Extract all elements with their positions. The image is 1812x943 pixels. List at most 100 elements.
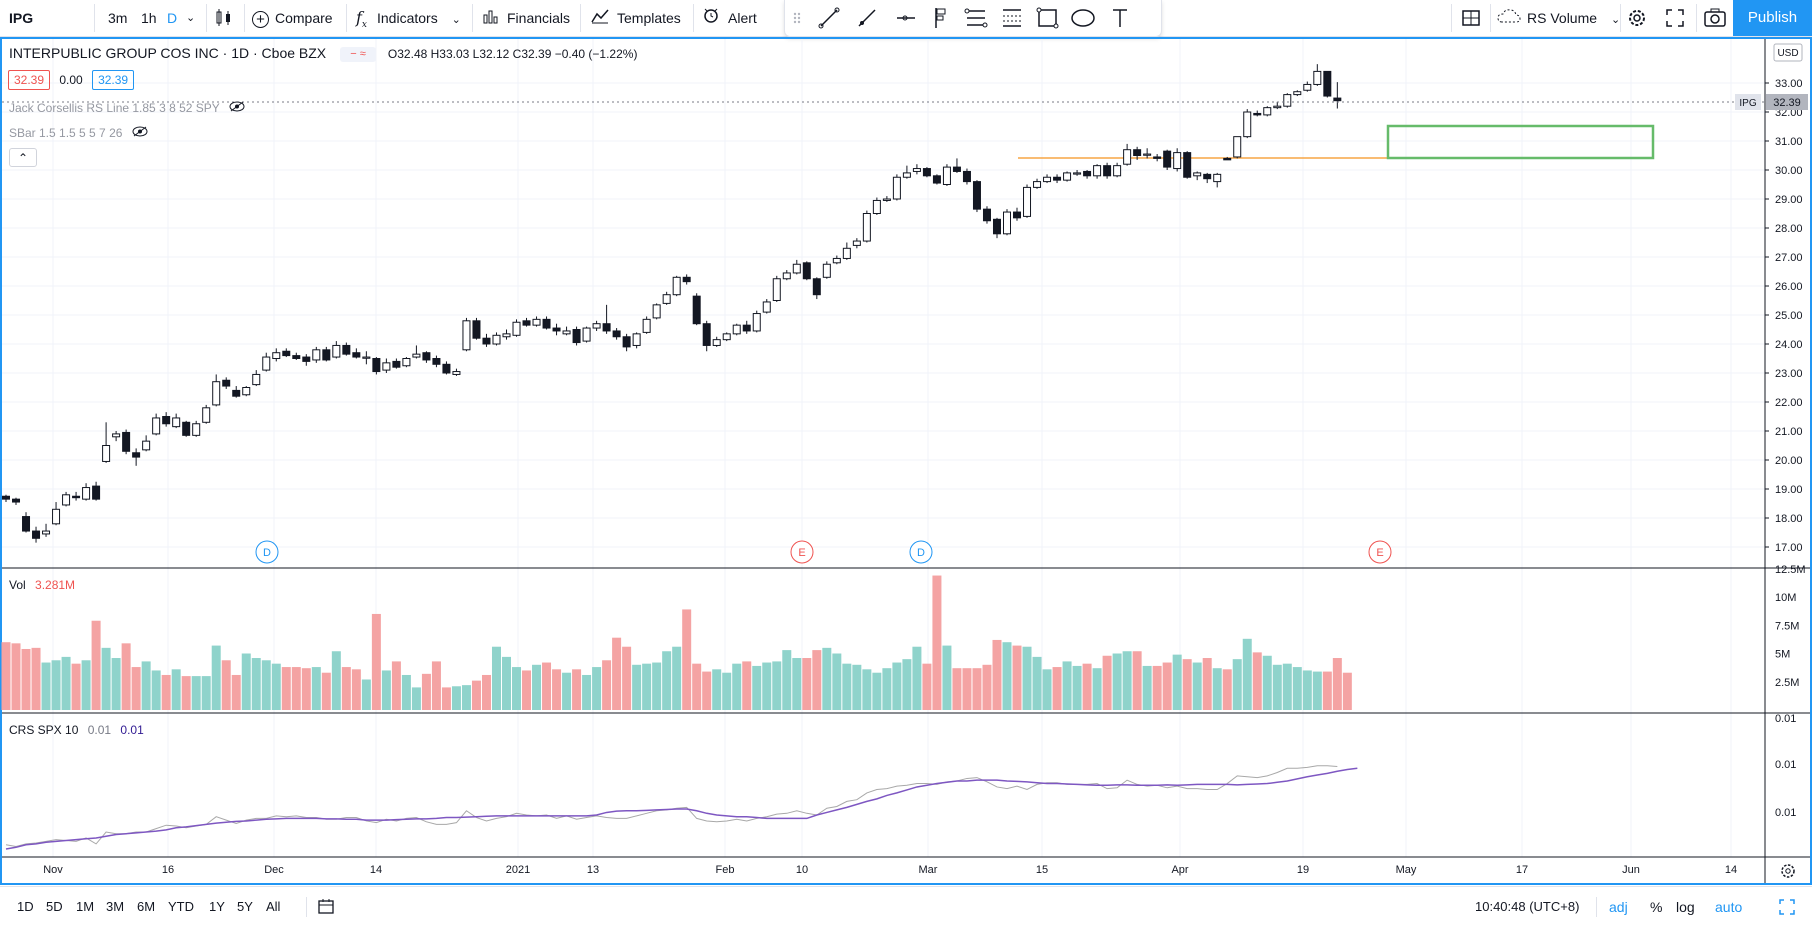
hidden-eye-icon[interactable] <box>229 101 245 115</box>
fullscreen-corner-icon[interactable] <box>1779 887 1795 927</box>
time-axis[interactable]: Nov 16 Dec 14 2021 13 Feb 10 Mar 15 Apr 19 May 17 Jun 1… <box>43 864 1737 876</box>
volume-bar <box>401 674 411 710</box>
templates-button[interactable]: Templates <box>591 0 681 36</box>
candle-body <box>102 445 111 462</box>
bid-price[interactable]: 32.39 <box>8 70 51 90</box>
indicators-button[interactable]: fx Indicators ⌄ <box>356 0 461 36</box>
log-scale-toggle[interactable]: log <box>1676 899 1695 915</box>
earnings-event-marker[interactable]: E <box>790 540 814 564</box>
flag-mark-icon[interactable] <box>935 8 946 28</box>
candle-body <box>132 452 141 458</box>
volume-bar <box>722 672 732 710</box>
volume-bar <box>1192 662 1202 710</box>
target-box[interactable] <box>1386 124 1655 160</box>
interval-3m[interactable]: 3m <box>108 10 128 26</box>
auto-scale-toggle[interactable]: auto <box>1715 899 1743 915</box>
interval-1h[interactable]: 1h <box>141 10 157 26</box>
symbol-search[interactable]: IPG <box>9 10 34 26</box>
drag-handle-icon[interactable] <box>793 12 801 24</box>
event-label: E <box>1376 547 1383 559</box>
trend-line-icon[interactable] <box>818 7 840 29</box>
separator <box>94 4 95 32</box>
symbol-legend[interactable]: INTERPUBLIC GROUP COS INC · 1D · Cboe BZ… <box>9 45 637 62</box>
settings-gear-icon[interactable] <box>1626 0 1648 36</box>
crs-legend[interactable]: CRS SPX 10 0.01 0.01 <box>9 723 144 737</box>
candle-body <box>1223 157 1232 161</box>
alert-button[interactable]: Alert <box>702 0 757 36</box>
price-tick-label: 28.00 <box>1775 223 1803 235</box>
price-tick-label: 24.00 <box>1775 339 1803 351</box>
ray-icon[interactable] <box>858 9 876 27</box>
range-3m[interactable]: 3M <box>106 899 125 914</box>
hidden-eye-icon[interactable] <box>132 126 148 140</box>
earnings-event-marker[interactable]: E <box>1368 540 1392 564</box>
percent-scale-toggle[interactable]: % <box>1650 899 1663 915</box>
volume-bar <box>1002 642 1012 710</box>
go-to-date-icon[interactable] <box>318 887 334 927</box>
currency-badge[interactable]: USD <box>1773 43 1803 62</box>
price-axis[interactable]: 33.0032.0031.0030.0029.0028.0027.0026.00… <box>1765 78 1803 554</box>
candle-body <box>142 440 151 451</box>
candle-body <box>912 168 921 172</box>
fullscreen-icon[interactable] <box>1665 0 1685 36</box>
candle-body <box>662 294 671 304</box>
volume-bar <box>251 658 261 710</box>
crs-axis[interactable]: 0.01 0.01 0.01 <box>1775 713 1796 819</box>
range-ytd[interactable]: YTD <box>168 899 194 914</box>
dividend-event-marker[interactable]: D <box>255 540 279 564</box>
symbol-title: INTERPUBLIC GROUP COS INC · 1D · Cboe BZ… <box>9 45 327 61</box>
range-1d[interactable]: 1D <box>17 899 34 914</box>
range-all[interactable]: All <box>266 899 281 914</box>
price-tick-label: 33.00 <box>1775 78 1803 90</box>
horizontal-ray-icon[interactable] <box>897 15 915 21</box>
dividend-event-marker[interactable]: D <box>909 540 933 564</box>
fib-retracement-icon[interactable] <box>1003 9 1021 27</box>
collapse-legend-button[interactable]: ⌃ <box>9 148 37 167</box>
adjust-toggle[interactable]: adj <box>1609 899 1628 915</box>
alarm-clock-icon <box>702 1 720 37</box>
candle-body <box>492 334 501 345</box>
volume-bar <box>792 658 802 710</box>
candle-body <box>982 208 991 222</box>
candle-body <box>1233 136 1242 158</box>
range-5d[interactable]: 5D <box>46 899 63 914</box>
range-1y[interactable]: 1Y <box>209 899 225 914</box>
compare-button[interactable]: + Compare <box>252 0 333 36</box>
volume-bar <box>1242 638 1252 710</box>
candle-body <box>42 530 51 535</box>
legend-toggle-badge[interactable]: − ≈ <box>340 46 377 62</box>
clock-time[interactable]: 10:40:48 (UTC+8) <box>1475 899 1580 914</box>
volume-bar <box>952 668 962 710</box>
volume-bar <box>992 639 1002 710</box>
text-tool-icon[interactable] <box>1113 9 1127 27</box>
financials-button[interactable]: Financials <box>483 0 570 36</box>
axis-settings-gear-icon[interactable] <box>1781 864 1795 878</box>
interval-d[interactable]: D <box>167 10 178 26</box>
ask-price[interactable]: 32.39 <box>92 70 135 90</box>
range-1m[interactable]: 1M <box>76 899 95 914</box>
volume-bar <box>962 668 972 710</box>
range-6m[interactable]: 6M <box>137 899 156 914</box>
volume-label: Vol <box>9 578 26 592</box>
parallel-channel-icon[interactable] <box>964 8 988 28</box>
volume-bar <box>822 647 832 710</box>
volume-legend[interactable]: Vol 3.281M <box>9 578 75 592</box>
camera-icon[interactable] <box>1703 0 1727 36</box>
volume-bar <box>912 646 922 710</box>
candle-body <box>1263 107 1272 116</box>
volume-axis[interactable]: 12.5M 10M 7.5M 5M 2.5M <box>1775 564 1806 689</box>
layout-grid-icon[interactable] <box>1461 0 1481 36</box>
interval-dropdown-icon[interactable]: ⌄ <box>186 12 196 24</box>
rs-volume-layout-button[interactable]: RS Volume ⌄ <box>1497 0 1620 36</box>
range-5y[interactable]: 5Y <box>237 899 253 914</box>
candle-body <box>2 495 10 500</box>
publish-button[interactable]: Publish <box>1733 0 1812 36</box>
indicator-legend-sbar[interactable]: SBar 1.5 1.5 5 5 7 26 <box>9 126 148 140</box>
ellipse-icon[interactable] <box>1071 9 1095 27</box>
indicator-legend-rs-line[interactable]: Jack Corsellis RS Line 1.85 3 8 52 SPY <box>9 101 245 115</box>
candles-icon[interactable] <box>214 0 236 36</box>
candle-body <box>362 356 371 359</box>
crs-lines <box>5 765 1358 850</box>
rectangle-icon[interactable] <box>1036 7 1059 29</box>
